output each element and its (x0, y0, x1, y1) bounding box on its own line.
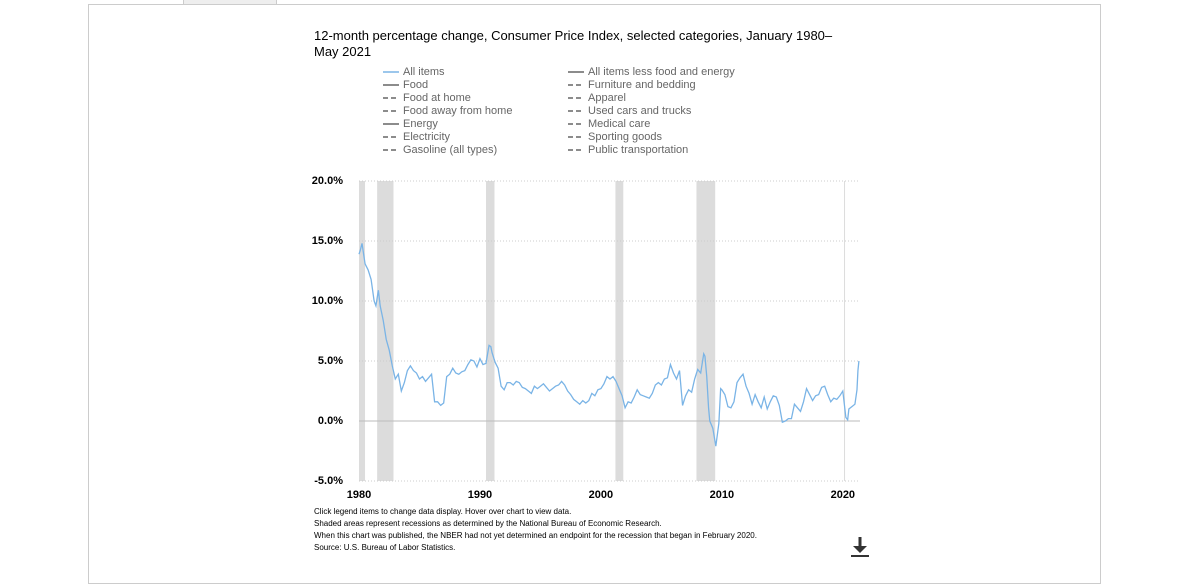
x-tick-label: 2010 (710, 489, 734, 501)
recession-band (615, 181, 624, 481)
x-tick-label: 1990 (468, 489, 492, 501)
recession-band (844, 181, 846, 481)
series-line (358, 243, 860, 447)
recession-band (486, 181, 495, 481)
legend-label[interactable]: All items (403, 66, 445, 78)
legend-label[interactable]: Public transportation (588, 144, 688, 156)
footnote: Source: U.S. Bureau of Labor Statistics. (314, 543, 455, 552)
y-tick-label: 0.0% (318, 415, 343, 427)
x-tick-label: 2020 (831, 489, 855, 501)
legend-label[interactable]: All items less food and energy (588, 66, 735, 78)
chart-title: 12-month percentage change, Consumer Pri… (314, 28, 833, 59)
footnote: Shaded areas represent recessions as det… (314, 519, 662, 528)
recession-band (696, 181, 716, 481)
footnote: When this chart was published, the NBER … (314, 531, 757, 540)
y-tick-label: -5.0% (314, 475, 343, 487)
recession-band (359, 181, 366, 481)
legend-label[interactable]: Food at home (403, 92, 471, 104)
legend-label[interactable]: Food (403, 79, 428, 91)
legend-label[interactable]: Furniture and bedding (588, 79, 696, 91)
y-tick-label: 5.0% (318, 355, 343, 367)
tab[interactable] (183, 0, 277, 5)
legend-label[interactable]: Electricity (403, 131, 451, 143)
y-tick-label: 15.0% (312, 235, 343, 247)
legend-label[interactable]: Food away from home (403, 105, 512, 117)
legend-label[interactable]: Gasoline (all types) (403, 144, 497, 156)
x-tick-label: 1980 (347, 489, 371, 501)
footnote: Click legend items to change data displa… (314, 507, 571, 516)
page: 12-month percentage change, Consumer Pri… (88, 0, 1101, 584)
chart: 20.0% 15.0% 10.0% 5.0% 0.0% -5.0% 1980 1990 2000… (312, 66, 869, 557)
legend-label[interactable]: Medical care (588, 118, 650, 130)
y-tick-label: 10.0% (312, 295, 343, 307)
x-tick-label: 2000 (589, 489, 613, 501)
legend-label[interactable]: Apparel (588, 92, 626, 104)
download-icon[interactable] (851, 537, 869, 557)
legend-label[interactable]: Energy (403, 118, 438, 130)
legend-label[interactable]: Used cars and trucks (588, 105, 692, 117)
y-tick-label: 20.0% (312, 175, 343, 187)
legend-label[interactable]: Sporting goods (588, 131, 662, 143)
